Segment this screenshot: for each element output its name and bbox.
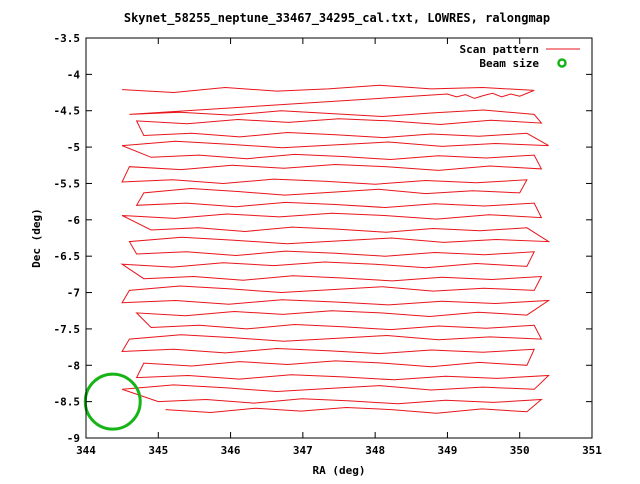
x-tick-label: 348: [365, 444, 385, 457]
x-tick-label: 345: [148, 444, 168, 457]
y-tick-label: -4.5: [54, 105, 81, 118]
series-layer: [83, 84, 551, 431]
y-tick-label: -5: [67, 141, 80, 154]
y-tick-label: -7: [67, 287, 80, 300]
x-tick-label: 344: [76, 444, 96, 457]
y-tick-label: -6: [67, 214, 81, 227]
x-tick-label: 349: [437, 444, 457, 457]
x-tick-label: 347: [293, 444, 313, 457]
legend: Scan pattern Beam size: [460, 43, 580, 70]
x-tick-label: 350: [510, 444, 530, 457]
x-axis-label: RA (deg): [313, 464, 366, 477]
x-tick-label: 346: [221, 444, 241, 457]
plot-frame: [85, 37, 593, 439]
y-tick-label: -8: [67, 359, 80, 372]
y-tick-label: -4: [67, 68, 81, 81]
y-axis-label: Dec (deg): [30, 208, 43, 268]
beam-size-circle: [83, 372, 142, 431]
legend-label-beam-size: Beam size: [479, 57, 539, 70]
scan-pattern-line: [120, 84, 551, 414]
y-tick-label: -9: [67, 432, 80, 445]
chart-title: Skynet_58255_neptune_33467_34295_cal.txt…: [124, 11, 550, 26]
y-tick-label: -8.5: [54, 396, 81, 409]
y-tick-label: -6.5: [54, 250, 81, 263]
y-tick-label: -7.5: [54, 323, 81, 336]
legend-swatch-beam-size: [557, 58, 567, 68]
ticks-layer: 344 345 346 347 348 349 350 351 -3.5 -4 -4.5 -5 -5.5…: [54, 32, 603, 457]
legend-label-scan-pattern: Scan pattern: [460, 43, 539, 56]
y-tick-label: -3.5: [54, 32, 81, 45]
x-tick-label: 351: [582, 444, 602, 457]
y-tick-label: -5.5: [54, 177, 81, 190]
